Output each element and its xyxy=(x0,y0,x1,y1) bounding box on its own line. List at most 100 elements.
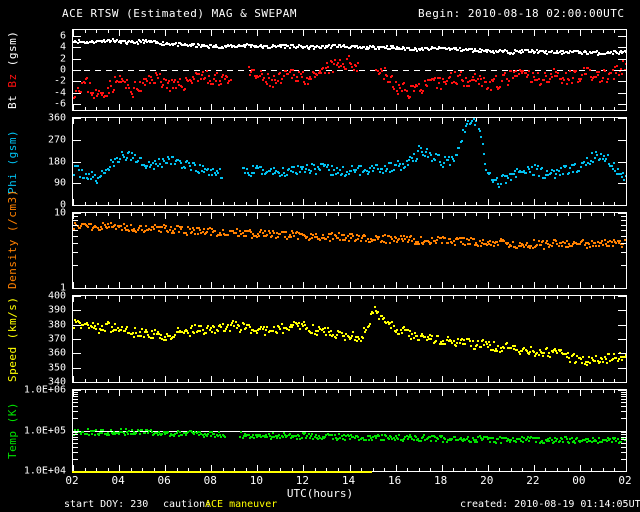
data-point xyxy=(215,80,218,83)
data-point xyxy=(102,172,105,175)
data-point xyxy=(386,436,389,439)
data-point xyxy=(387,322,390,325)
data-point xyxy=(533,75,536,78)
data-point xyxy=(389,45,392,48)
x-minor-tick xyxy=(188,390,190,393)
x-minor-tick xyxy=(326,468,328,471)
data-point xyxy=(410,84,413,87)
data-point xyxy=(623,356,626,359)
data-point xyxy=(334,58,337,61)
x-tick-mark xyxy=(165,465,167,471)
data-point xyxy=(313,76,316,79)
data-point xyxy=(380,239,383,242)
data-point xyxy=(525,172,528,175)
data-point xyxy=(297,79,300,82)
data-point xyxy=(254,329,257,332)
data-point xyxy=(130,93,133,96)
data-point xyxy=(479,436,482,439)
data-point xyxy=(544,71,547,74)
data-point xyxy=(556,169,559,172)
data-point xyxy=(495,347,498,350)
data-point xyxy=(142,336,145,339)
y-minor-tick xyxy=(73,229,78,231)
data-point xyxy=(379,168,382,171)
data-point xyxy=(308,436,311,439)
data-point xyxy=(398,433,401,436)
data-point xyxy=(279,44,282,47)
data-point xyxy=(130,40,133,43)
x-minor-tick xyxy=(556,107,558,110)
data-point xyxy=(338,232,341,234)
x-tick-mark xyxy=(441,104,443,110)
data-point xyxy=(418,440,421,443)
data-point xyxy=(381,70,384,73)
data-point xyxy=(528,245,531,248)
data-point xyxy=(318,237,321,240)
data-point xyxy=(407,47,410,50)
data-point xyxy=(170,433,173,436)
data-point xyxy=(186,329,189,332)
x-minor-tick xyxy=(464,390,466,393)
data-point xyxy=(508,246,511,249)
data-point xyxy=(455,344,458,347)
data-point xyxy=(519,51,522,54)
data-point xyxy=(91,94,94,97)
data-point xyxy=(582,239,585,242)
y-tick-label: 6 xyxy=(59,30,66,42)
data-point xyxy=(451,438,454,441)
data-point xyxy=(575,50,578,53)
x-minor-tick xyxy=(361,213,363,216)
x-minor-tick xyxy=(453,107,455,110)
x-minor-tick xyxy=(418,202,420,205)
x-minor-tick xyxy=(522,202,524,205)
data-point xyxy=(552,239,555,242)
data-point xyxy=(542,79,545,82)
data-point xyxy=(111,330,114,333)
data-point xyxy=(169,337,172,340)
data-point xyxy=(480,51,483,53)
data-point xyxy=(396,240,399,243)
data-point xyxy=(430,77,433,80)
data-point xyxy=(594,359,597,362)
data-point xyxy=(295,323,298,326)
data-point xyxy=(321,328,324,331)
data-point xyxy=(273,435,276,438)
x-tick-mark xyxy=(257,282,259,288)
data-point xyxy=(265,328,268,331)
data-point xyxy=(413,435,416,438)
data-point xyxy=(73,326,75,329)
data-point xyxy=(622,243,625,246)
x-minor-tick xyxy=(337,379,339,382)
data-point xyxy=(372,45,375,48)
data-point xyxy=(473,124,476,127)
data-point xyxy=(580,240,582,243)
data-point xyxy=(378,170,381,173)
data-point xyxy=(458,47,461,50)
data-point xyxy=(82,431,85,434)
data-point xyxy=(576,49,579,52)
data-point xyxy=(359,47,362,50)
data-point xyxy=(115,80,118,83)
data-point xyxy=(578,243,581,246)
data-point xyxy=(458,437,461,440)
data-point xyxy=(401,326,404,329)
x-tick-mark xyxy=(626,390,627,396)
data-point xyxy=(166,82,169,85)
data-point xyxy=(145,39,148,42)
data-point xyxy=(312,47,315,50)
data-point xyxy=(173,232,176,235)
begin-timestamp: Begin: 2010-08-18 02:00:00UTC xyxy=(418,7,625,20)
data-point xyxy=(319,47,322,50)
data-point xyxy=(353,240,356,243)
data-point xyxy=(185,76,188,79)
x-minor-tick xyxy=(602,296,604,299)
data-point xyxy=(151,79,154,82)
data-point xyxy=(603,355,606,358)
data-point xyxy=(227,43,230,46)
data-point xyxy=(492,440,495,443)
data-point xyxy=(483,343,486,346)
data-point xyxy=(550,50,553,53)
data-point xyxy=(179,42,182,45)
data-point xyxy=(138,39,141,42)
x-minor-tick xyxy=(268,468,270,471)
